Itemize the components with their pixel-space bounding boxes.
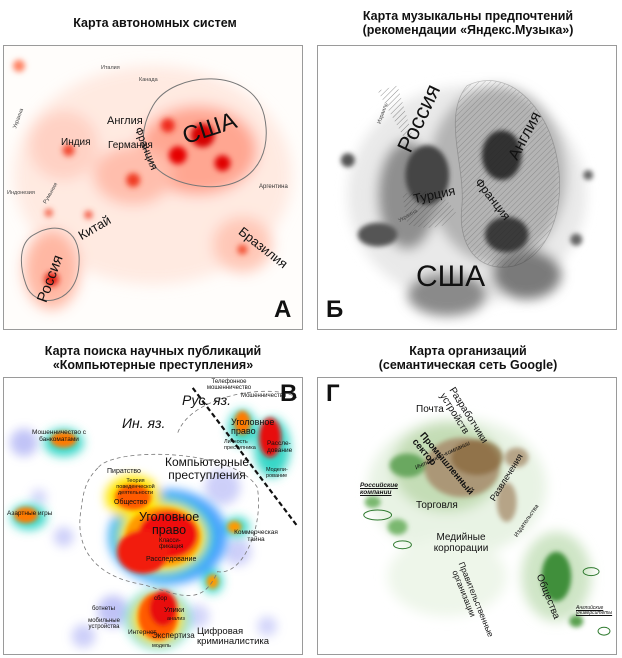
label-canada: Канада <box>139 77 158 83</box>
label-argentina: Аргентина <box>259 184 288 190</box>
label-collection: сбор <box>154 596 168 602</box>
panel-g-letter: Г <box>326 380 340 407</box>
label-theory: Теория поведенческой деятельности <box>116 478 155 496</box>
panel-g-title-line1: Карта организаций <box>409 344 527 358</box>
label-modeling: Модели-рование <box>266 467 288 479</box>
label-england: Англия <box>107 115 143 127</box>
panel-b-title: Карта музыкальны предпочтений (рекоменда… <box>318 9 618 37</box>
label-bots: ботнеты <box>92 606 115 612</box>
label-germany: Германия <box>108 140 153 151</box>
panel-v-heatmap <box>4 378 302 654</box>
panel-b-density <box>318 46 616 329</box>
label-comp-crimes: Компьютерные преступления <box>164 455 250 482</box>
label-investigation-rus: Рассле-дование <box>267 440 293 454</box>
panel-g-title-line2: (семантическая сеть Google) <box>378 358 558 372</box>
panel-v: Рус. яз. Ин. яз. Компьютерные преступлен… <box>3 377 303 655</box>
label-indonesia: Индонезия <box>7 190 35 196</box>
panel-g-network <box>318 378 616 654</box>
label-mail: Почта <box>416 404 444 415</box>
label-criminal-law: Уголовное право <box>139 510 200 538</box>
label-model: модель <box>152 643 171 649</box>
panel-b-title-line2: (рекомендации «Яндекс.Музыка») <box>362 23 574 37</box>
label-trade: Торговля <box>416 500 458 511</box>
panel-a-heatmap <box>4 46 302 329</box>
label-usa: США <box>416 260 486 293</box>
label-gambling: Азартные игры <box>7 510 53 517</box>
panel-a-title: Карта автономных систем <box>73 16 237 30</box>
panel-g: Разработчики устройств Почта Промышленны… <box>317 377 617 655</box>
panel-v-letter: В <box>280 380 298 407</box>
label-fraud-cards: Мошенничество с банкоматами <box>31 429 87 443</box>
panel-b-letter: Б <box>326 296 344 323</box>
label-russian: Российские компании <box>360 482 398 496</box>
label-media: Медийные корпорации <box>433 532 489 554</box>
panel-v-title-line1: Карта поиска научных публикаций <box>44 344 262 358</box>
label-identity: Личность преступника <box>224 439 256 451</box>
label-mobile: мобильные устройства <box>88 618 120 631</box>
panel-b-title-line1: Карта музыкальны предпочтений <box>362 9 574 23</box>
label-english: Английские университеты <box>576 605 613 617</box>
label-commercial-secret: Коммерческая тайна <box>234 529 278 543</box>
panel-g-title: Карта организаций (семантическая сеть Go… <box>318 344 618 372</box>
panel-v-title-line2: «Компьютерные преступления» <box>52 358 254 372</box>
label-rus-yaz: Рус. яз. <box>182 392 231 408</box>
label-piracy: Пиратство <box>107 468 141 475</box>
label-italy: Италия <box>101 65 120 71</box>
label-investigation: Расследование <box>146 556 197 563</box>
label-forensics: Цифровая криминалистика <box>197 626 270 647</box>
label-fraud: Мошенничество <box>241 393 287 399</box>
label-society: Общество <box>114 499 148 506</box>
label-expertise: Экспертиза <box>152 631 195 640</box>
label-internet: Интернет <box>128 629 157 636</box>
panel-a: США Франция Англия Германия Китай Бразил… <box>3 45 303 330</box>
label-phone-fraud: Телефонное мошенничество <box>206 379 252 392</box>
label-analysis: анализ <box>167 616 185 622</box>
label-evidence: Улики <box>164 605 185 614</box>
panel-a-letter: А <box>274 296 292 323</box>
label-india: Индия <box>61 137 91 148</box>
panel-b: Россия Англия Турция Франция США Израиль… <box>317 45 617 330</box>
label-in-yaz: Ин. яз. <box>122 415 166 431</box>
panel-v-title: Карта поиска научных публикаций «Компьют… <box>3 344 303 372</box>
label-criminal-law-rus: Уголовное право <box>231 417 275 437</box>
label-classification: Класси-фикация <box>159 538 184 551</box>
